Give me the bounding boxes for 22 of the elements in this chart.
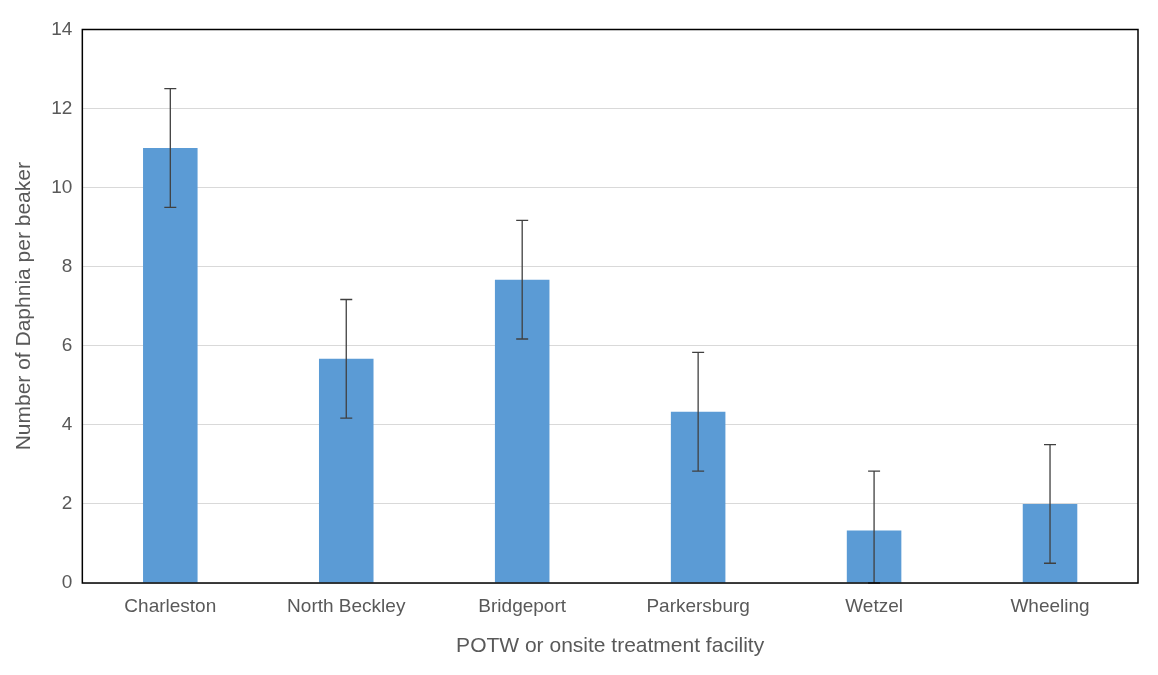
y-tick-label: 12	[51, 96, 73, 118]
bar	[494, 279, 550, 583]
x-tick-label: Wheeling	[1010, 594, 1090, 616]
x-tick-label: Bridgeport	[478, 594, 567, 616]
y-tick-label: 14	[51, 17, 73, 39]
bar	[846, 530, 902, 583]
bar	[670, 411, 726, 583]
x-tick-label: Wetzel	[845, 594, 903, 616]
bar	[318, 358, 374, 583]
x-tick-label: Parkersburg	[646, 594, 750, 616]
y-tick-label: 6	[61, 333, 73, 355]
y-tick-label: 10	[51, 175, 73, 197]
x-tick-label: Charleston	[124, 594, 217, 616]
y-tick-label: 2	[61, 492, 73, 514]
x-axis-title: POTW or onsite treatment facility	[456, 633, 765, 657]
x-tick-label: North Beckley	[287, 594, 406, 616]
bar	[1022, 503, 1078, 583]
y-axis-title: Number of Daphnia per beaker	[11, 162, 35, 451]
bar	[143, 148, 198, 583]
y-tick-label: 8	[61, 254, 73, 276]
y-tick-label: 4	[61, 413, 73, 435]
y-tick-label: 0	[61, 571, 73, 593]
